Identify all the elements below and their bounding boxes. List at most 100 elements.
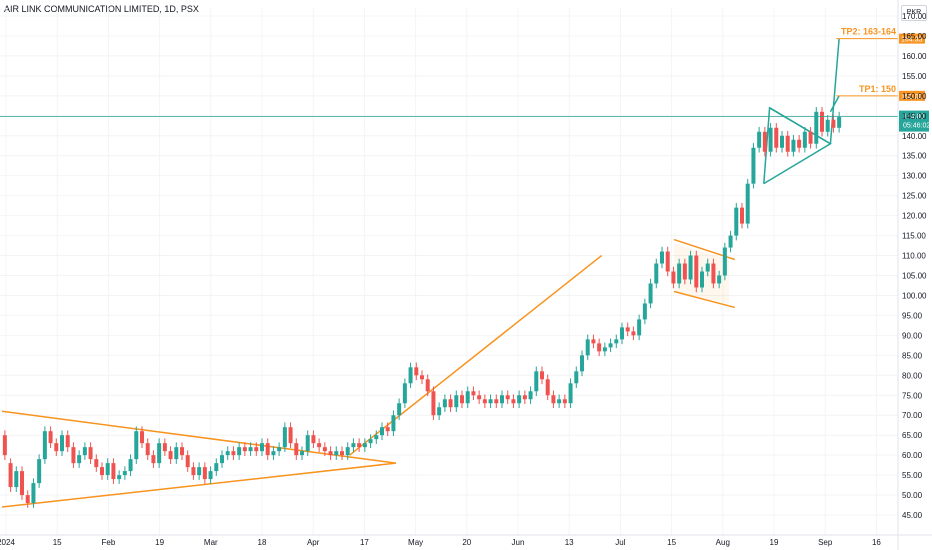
candle [700, 266, 704, 293]
candle-body [25, 495, 30, 504]
candle-body [134, 431, 139, 460]
candle-body [402, 383, 407, 404]
candle [254, 442, 259, 456]
candle [568, 378, 573, 409]
candle [151, 450, 156, 468]
candle [340, 446, 344, 460]
x-axis: 2024 15 Feb 19 Mar 18 Apr 17 May 20 Jun 13 Jul 15 Aug 1… [0, 534, 932, 547]
candle-body [37, 459, 42, 484]
candle-body [540, 371, 544, 380]
x-tick-label: Jun [512, 538, 525, 547]
candle-body [248, 447, 253, 452]
candle [562, 394, 567, 409]
candle-body [682, 263, 687, 280]
candle [271, 446, 276, 460]
candle-body [191, 467, 196, 476]
y-tick-label: 105.00 [902, 271, 927, 280]
candle [597, 338, 602, 357]
candle [111, 458, 116, 484]
candle-body [654, 263, 659, 284]
candle-body [688, 255, 693, 280]
candle-body [105, 463, 110, 476]
candle-body [385, 427, 390, 432]
candle [500, 390, 504, 409]
candle-body [157, 443, 162, 464]
candle-body [185, 455, 190, 468]
candle-body [442, 399, 447, 408]
candle-body [8, 463, 13, 488]
candle [551, 390, 556, 409]
candle [128, 454, 133, 476]
candle-body [580, 355, 584, 372]
candle [305, 430, 310, 456]
candle-body [351, 443, 356, 448]
candle-body [202, 467, 207, 480]
y-tick-label: 100.00 [902, 291, 927, 300]
candle-body [100, 467, 104, 476]
candle [528, 386, 533, 405]
candle [608, 338, 613, 353]
currency-badge[interactable]: PKR [901, 5, 927, 21]
candle [522, 390, 527, 405]
candle [294, 438, 299, 460]
candle [482, 394, 487, 409]
candle [602, 342, 607, 357]
candle [14, 466, 19, 492]
candle [517, 390, 522, 409]
y-tick-label: 150.00 [902, 92, 927, 101]
y-tick-label: 60.00 [902, 451, 923, 460]
candle [185, 450, 190, 472]
candle-body [631, 331, 636, 336]
candle-body [260, 443, 264, 452]
candle-body [597, 343, 602, 352]
candle [734, 202, 739, 241]
y-tick-label: 135.00 [902, 152, 927, 161]
trend-line [673, 290, 736, 309]
candle [442, 394, 447, 413]
candle-body [254, 447, 259, 452]
candle [591, 334, 596, 349]
candle-body [814, 111, 819, 144]
candle [157, 438, 162, 468]
candle-body [551, 395, 556, 404]
x-tick-label: Apr [307, 538, 320, 547]
candle-body [637, 319, 642, 336]
last-price-countdown: 05:46:02 [903, 123, 930, 130]
target-tag [899, 33, 925, 44]
candle-body [225, 451, 230, 456]
candle [808, 126, 813, 149]
candle [134, 426, 139, 464]
candle [345, 442, 350, 460]
candle [454, 390, 459, 413]
y-tick-label: 165.00 [902, 32, 927, 41]
candle [654, 258, 659, 289]
candle-body [197, 467, 202, 476]
candle-body [454, 395, 459, 408]
candle-body [317, 443, 322, 448]
candle [660, 246, 664, 269]
target-label: TP2: 163-164 [841, 27, 896, 37]
candle-body [620, 327, 624, 340]
y-tick-label: 170.00 [902, 12, 927, 21]
candle-body [420, 375, 424, 380]
candle-body [345, 447, 350, 456]
candle [791, 134, 796, 157]
candle [237, 442, 242, 460]
candle [54, 438, 59, 456]
candle-body [94, 459, 99, 468]
candle-body [48, 431, 53, 444]
candle-body [300, 451, 304, 456]
candle-body [488, 399, 493, 404]
candle-body [528, 391, 533, 400]
y-tick-label: 75.00 [902, 391, 923, 400]
candle [448, 394, 453, 413]
candle-body [340, 451, 344, 456]
candle [694, 250, 699, 293]
candle-body [122, 471, 127, 476]
candle-body [494, 399, 499, 404]
candle-body [820, 111, 824, 132]
candle-body [660, 251, 664, 264]
candle [757, 126, 762, 153]
candle [277, 442, 282, 456]
